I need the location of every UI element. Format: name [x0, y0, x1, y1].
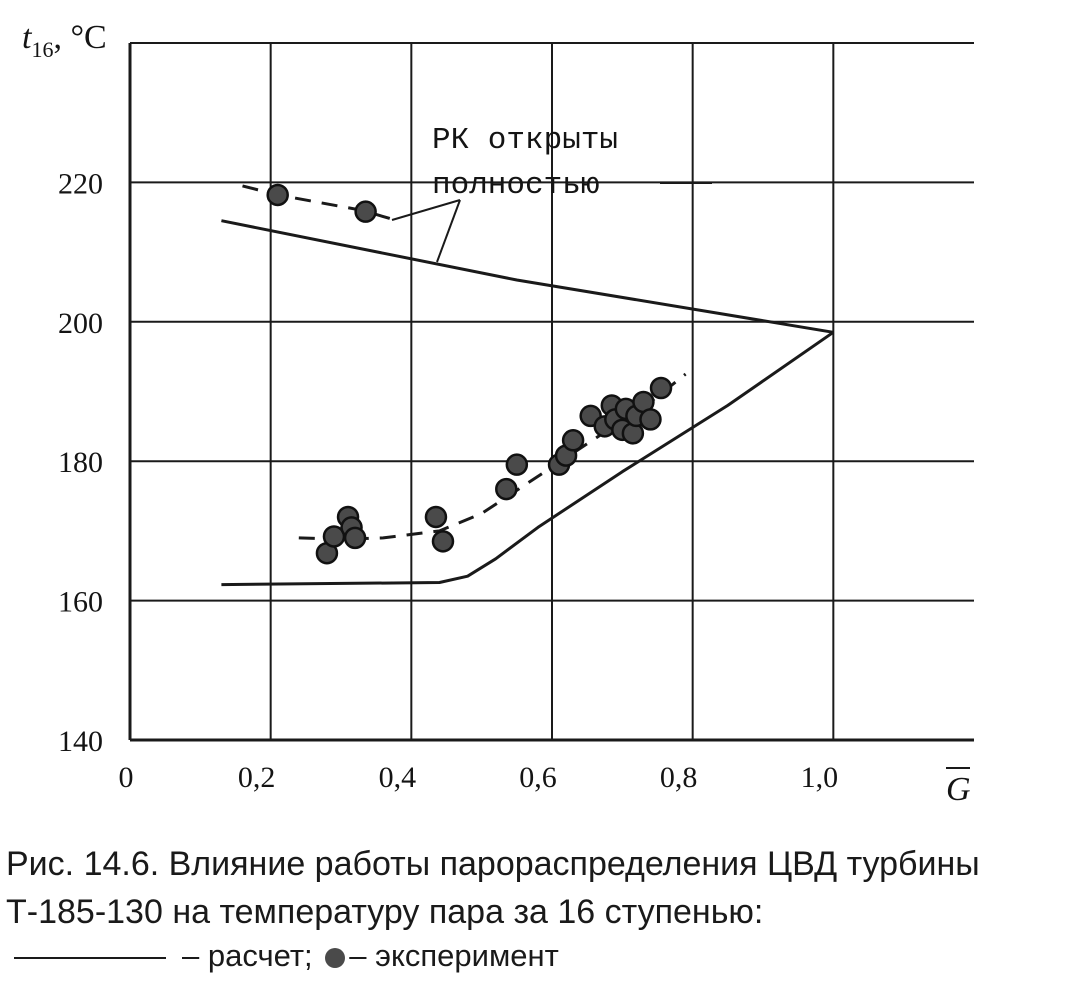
axes: [128, 43, 974, 742]
legend-exp-label: – эксперимент: [349, 938, 559, 973]
experiment-point-23: [639, 408, 662, 431]
series-calc-upper: [221, 219, 834, 334]
x-tick-label-0: 0: [119, 761, 134, 794]
annotation-line-2: полностью: [432, 168, 599, 203]
experiment-point-10: [505, 453, 529, 476]
experiment-point-8: [431, 530, 455, 553]
x-tick-label-2: 0,4: [379, 761, 417, 794]
x-axis-label: G: [946, 771, 971, 808]
x-tick-label-5: 1,0: [801, 761, 839, 794]
chart: 140 160 180 200 220 0 0,2 0,4 0,6 0,8 1,0 t16, °C …: [22, 19, 974, 808]
series-exp-upper: [242, 184, 398, 223]
experiment-point-0: [266, 183, 289, 207]
experiment-point-1: [354, 200, 377, 223]
legend-exp-marker: [325, 947, 346, 968]
annotation-leader-lower: [436, 199, 461, 263]
y-axis-label-sub: 16: [31, 37, 53, 62]
experiment-point-7: [424, 505, 448, 529]
axis-labels: t16, °C G: [22, 19, 971, 808]
x-tick-label-1: 0,2: [238, 761, 276, 794]
annotation-line-1: РК открыты: [432, 123, 618, 158]
y-tick-label-3: 200: [58, 307, 103, 340]
experiment-point-13: [561, 429, 585, 452]
grid: [130, 42, 974, 740]
y-tick-label-0: 140: [58, 725, 103, 758]
annotation: РК открыты полностью: [391, 123, 712, 263]
x-tick-label-3: 0,6: [519, 761, 557, 794]
experiment-point-24: [649, 376, 673, 400]
caption-line-1: Рис. 14.6. Влияние работы парораспределе…: [6, 845, 980, 883]
series-lines: [221, 184, 835, 587]
y-tick-label-1: 160: [58, 586, 103, 619]
caption-line-2: Т-185-130 на температуру пара за 16 ступ…: [6, 893, 764, 931]
experiment-point-9: [495, 477, 518, 501]
y-tick-label-2: 180: [58, 446, 103, 479]
experiment-point-6: [343, 526, 367, 550]
y-axis-label-unit: , °C: [53, 19, 106, 56]
y-axis-label-main: t: [22, 19, 33, 56]
x-tick-label-4: 0,8: [660, 761, 698, 794]
y-tick-label-4: 220: [58, 167, 103, 200]
tick-labels: 140 160 180 200 220 0 0,2 0,4 0,6 0,8 1,0: [58, 167, 838, 794]
experiment-markers: [266, 183, 673, 565]
series-calc-lower: [221, 331, 835, 587]
legend-calc-line: [14, 956, 166, 959]
legend-calc-label: – расчет;: [182, 938, 313, 973]
caption-legend: – расчет; – эксперимент: [6, 938, 559, 974]
annotation-leader-upper: [391, 199, 461, 221]
y-axis-label: t16, °C: [22, 19, 107, 62]
